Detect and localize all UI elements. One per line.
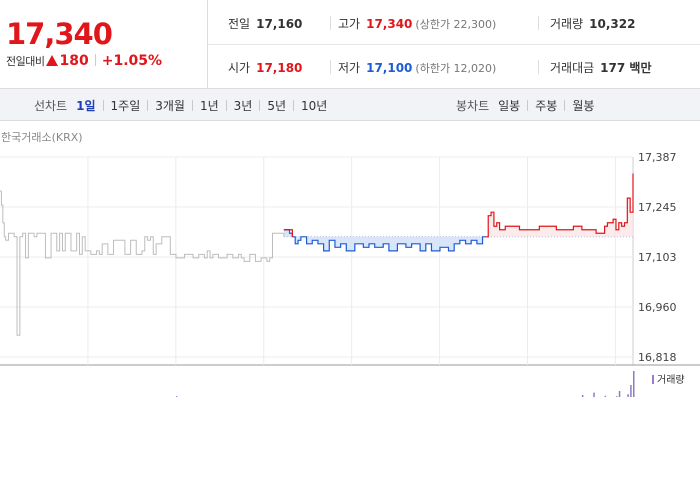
volume-bars: [175, 371, 635, 397]
tab-daily[interactable]: 일봉: [498, 99, 521, 113]
divider: [191, 100, 193, 111]
price-chart-svg: 한국거래소(KRX) 17,387 17,245 17,103 16,960 16,81…: [0, 131, 700, 397]
stat-label: 고가: [338, 17, 361, 31]
change-value: 180: [59, 53, 89, 69]
stat-value: 17,340: [366, 17, 413, 31]
stat-label: 저가: [338, 61, 361, 75]
stat-label: 거래량: [550, 17, 584, 31]
divider: [293, 100, 295, 111]
chart-source: 한국거래소(KRX): [1, 131, 83, 144]
volume-bar: [615, 396, 618, 397]
stats-panel: 전일 17,160 고가 17,340 (상한가 22,300) 거래량 10,322 …: [208, 0, 700, 88]
fill-below-reference: [283, 229, 486, 251]
y-tick-label: 16,960: [638, 301, 677, 314]
divider: [538, 60, 539, 74]
tab-3m[interactable]: 3개월: [155, 99, 185, 113]
volume-legend: 거래량: [652, 374, 685, 386]
price-box: 17,340 전일대비 180 +1.05%: [0, 0, 208, 88]
stat-value: 10,322: [589, 17, 636, 31]
divider: [527, 100, 529, 111]
divider: [538, 16, 539, 30]
divider: [259, 100, 261, 111]
divider: [94, 54, 96, 66]
stat-value: 17,180: [256, 61, 303, 75]
tab-3y[interactable]: 3년: [233, 99, 253, 113]
tab-monthly[interactable]: 월봉: [572, 99, 595, 113]
stat-low: 저가 17,100 (하한가 12,020): [338, 59, 496, 76]
volume-bar: [581, 395, 584, 397]
price-chart[interactable]: 한국거래소(KRX) 17,387 17,245 17,103 16,960 16,81…: [0, 121, 700, 490]
change-label: 전일대비: [6, 55, 45, 68]
y-tick-label: 17,387: [638, 151, 677, 164]
tab-10y[interactable]: 10년: [301, 99, 328, 113]
stat-value: 17,100: [366, 61, 413, 75]
divider: [147, 100, 149, 111]
candle-chart-tabs: 봉차트 일봉 주봉 월봉: [456, 97, 594, 114]
series-line-today-up: [485, 173, 634, 238]
stat-high: 고가 17,340 (상한가 22,300): [338, 15, 496, 32]
current-price: 17,340: [6, 17, 113, 51]
volume-legend-label: 거래량: [657, 374, 685, 386]
volume-bar: [175, 396, 178, 397]
quote-summary: 17,340 전일대비 180 +1.05% 전일 17,160 고가 17,340 (상…: [0, 0, 700, 89]
divider: [102, 100, 104, 111]
stat-value: 177 백만: [600, 61, 652, 75]
volume-bar: [630, 385, 632, 397]
volume-legend-swatch: [652, 375, 654, 384]
candle-chart-label: 봉차트: [456, 99, 490, 113]
divider: [564, 100, 566, 111]
chart-fills: [283, 173, 633, 251]
tab-weekly[interactable]: 주봉: [535, 99, 558, 113]
tab-5y[interactable]: 5년: [267, 99, 287, 113]
volume-bar: [593, 392, 595, 397]
volume-bar: [633, 371, 635, 397]
stat-open: 시가 17,180: [228, 59, 302, 76]
line-chart-tabs: 선차트 1일 1주일 3개월 1년 3년 5년 10년: [34, 97, 327, 114]
divider: [208, 44, 700, 45]
stat-label: 시가: [228, 61, 251, 75]
series-line-open: [283, 229, 293, 237]
chart-grid: [0, 156, 700, 366]
y-tick-label: 16,818: [638, 351, 677, 364]
change-percent: +1.05%: [101, 53, 163, 69]
stat-sub: (상한가 22,300): [415, 18, 497, 31]
tab-1w[interactable]: 1주일: [110, 99, 141, 113]
tab-1d[interactable]: 1일: [76, 99, 96, 113]
y-axis-ticks: 17,387 17,245 17,103 16,960 16,818: [638, 151, 677, 364]
y-tick-label: 17,245: [638, 201, 677, 214]
stat-sub: (하한가 12,020): [415, 62, 497, 75]
fill-above-reference: [485, 173, 633, 237]
divider: [330, 60, 331, 74]
volume-bar: [618, 391, 621, 397]
divider: [225, 100, 227, 111]
chart-tabbar: 선차트 1일 1주일 3개월 1년 3년 5년 10년 봉차트 일봉 주봉 월봉: [0, 89, 700, 121]
stat-value: 17,160: [256, 17, 303, 31]
chart-lines: [0, 173, 634, 336]
divider: [330, 16, 331, 30]
line-chart-label: 선차트: [34, 99, 68, 113]
series-line-previous: [0, 190, 285, 336]
stat-label: 전일: [228, 17, 251, 31]
stat-label: 거래대금: [550, 61, 595, 75]
series-line-today-down: [283, 229, 486, 252]
volume-bar: [604, 395, 607, 397]
stat-amount: 거래대금 177 백만: [550, 59, 651, 76]
up-arrow-icon: [46, 55, 59, 66]
y-tick-label: 17,103: [638, 251, 677, 264]
stat-prev-close: 전일 17,160: [228, 15, 302, 32]
change-row: 전일대비 180 +1.05%: [6, 53, 162, 69]
volume-bar: [627, 394, 629, 397]
tab-1y[interactable]: 1년: [199, 99, 219, 113]
stat-volume: 거래량 10,322: [550, 15, 635, 32]
